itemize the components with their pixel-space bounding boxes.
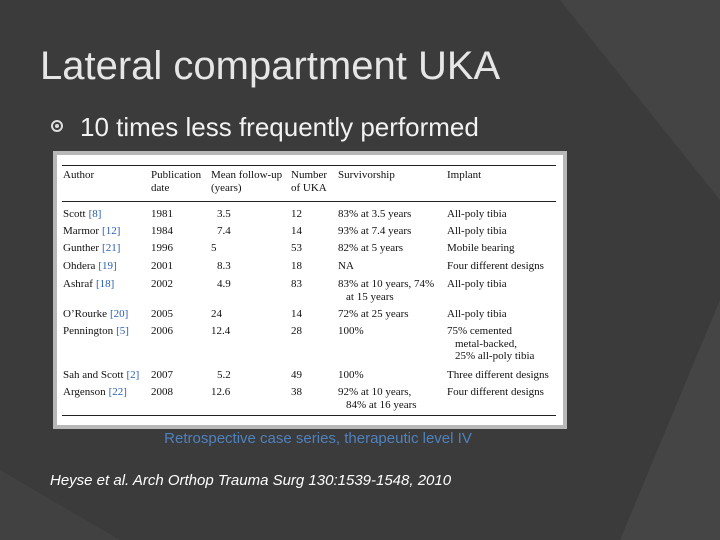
reference: [19]	[98, 260, 117, 272]
citation: Heyse et al. Arch Orthop Trauma Surg 130…	[50, 472, 452, 489]
number-cell: 12	[291, 208, 302, 220]
author-cell: Sah and Scott [2]	[63, 369, 139, 382]
date-cell: 2001	[151, 260, 173, 272]
bullet-icon	[51, 120, 63, 132]
number-cell: 83	[291, 278, 302, 290]
header-cell: Number	[291, 169, 328, 181]
author-name: Sah and Scott	[63, 369, 124, 381]
survivorship-cell: 82% at 5 years	[338, 242, 404, 254]
followup-cell: 12.4	[211, 325, 231, 337]
implant-cell: 75% cemented	[447, 325, 513, 337]
number-cell: 18	[291, 260, 302, 272]
implant-cell: All-poly tibia	[447, 308, 507, 320]
date-cell: 2002	[151, 278, 173, 290]
number-cell: 14	[291, 308, 302, 320]
reference: [18]	[95, 278, 115, 290]
survivorship-cell: NA	[338, 260, 354, 272]
implant-cell: metal-backed,	[455, 337, 517, 350]
number-cell: 53	[291, 242, 302, 254]
followup-cell: 24	[211, 308, 222, 320]
date-cell: 1981	[151, 208, 173, 220]
author-name: Scott	[63, 208, 86, 220]
reference: [21]	[102, 242, 121, 254]
number-cell: 14	[291, 225, 302, 237]
bullet-text: 10 times less frequently performed	[80, 112, 479, 142]
author-cell: Ohdera [19]	[63, 260, 117, 273]
date-cell: 2008	[151, 386, 173, 398]
date-cell: 2005	[151, 308, 173, 320]
header-cell: Author	[63, 169, 95, 181]
date-cell: 2007	[151, 369, 173, 381]
author-name: Ashraf	[63, 278, 93, 290]
followup-cell: 5.2	[217, 369, 231, 381]
survivorship-cell: 100%	[338, 369, 364, 381]
implant-cell: 25% all-poly tibia	[455, 350, 535, 362]
author-name: Marmor	[63, 225, 100, 237]
author-name: Gunther	[63, 242, 100, 254]
header-cell: date	[151, 181, 170, 194]
number-cell: 49	[291, 369, 302, 381]
implant-cell: Four different designs	[447, 260, 544, 272]
reference: [20]	[110, 308, 129, 320]
implant-cell: Mobile bearing	[447, 242, 515, 254]
survivorship-cell: at 15 years	[346, 290, 394, 303]
author-cell: Gunther [21]	[63, 242, 120, 255]
author-cell: Pennington [5]	[63, 325, 129, 338]
author-cell: Ashraf [18]	[63, 278, 114, 291]
reference: [12]	[102, 225, 121, 237]
survivorship-cell: 83% at 3.5 years	[338, 208, 412, 220]
reference: [8]	[88, 208, 102, 220]
followup-cell: 4.9	[217, 278, 231, 290]
author-cell: Argenson [22]	[63, 386, 127, 399]
date-cell: 1984	[151, 225, 173, 237]
number-cell: 28	[291, 325, 302, 337]
table-rule	[62, 165, 556, 166]
followup-cell: 3.5	[217, 208, 231, 220]
header-cell: (years)	[211, 181, 242, 194]
header-cell: Mean follow-up	[211, 169, 283, 181]
implant-cell: Four different designs	[447, 386, 544, 398]
author-name: O’Rourke	[63, 308, 107, 320]
author-name: Ohdera	[63, 260, 96, 272]
author-cell: Scott [8]	[63, 208, 101, 221]
survivorship-cell: 72% at 25 years	[338, 308, 409, 320]
implant-cell: All-poly tibia	[447, 225, 507, 237]
header-cell: Survivorship	[338, 169, 395, 181]
header-cell: Implant	[447, 169, 482, 181]
survivorship-cell: 84% at 16 years	[346, 398, 417, 411]
followup-cell: 12.6	[211, 386, 231, 398]
survivorship-cell: 100%	[338, 325, 364, 337]
reference: [2]	[126, 369, 140, 381]
table-rule	[62, 415, 556, 416]
header-cell: Publication	[151, 169, 202, 181]
survivorship-cell: 92% at 10 years,	[338, 386, 412, 398]
implant-cell: All-poly tibia	[447, 208, 507, 220]
date-cell: 2006	[151, 325, 173, 337]
caption: Retrospective case series, therapeutic l…	[164, 430, 472, 447]
followup-cell: 7.4	[217, 225, 231, 237]
table-rule	[62, 201, 556, 202]
header-cell: of UKA	[291, 181, 327, 194]
reference: [22]	[108, 386, 127, 398]
followup-cell: 5	[211, 242, 217, 254]
author-cell: O’Rourke [20]	[63, 308, 128, 321]
survivorship-cell: 83% at 10 years, 74%	[338, 278, 435, 290]
followup-cell: 8.3	[217, 260, 231, 272]
survivorship-cell: 93% at 7.4 years	[338, 225, 412, 237]
author-cell: Marmor [12]	[63, 225, 120, 238]
author-name: Pennington	[63, 325, 114, 337]
slide-title: Lateral compartment UKA	[40, 44, 501, 88]
number-cell: 38	[291, 386, 302, 398]
author-name: Argenson	[63, 386, 106, 398]
date-cell: 1996	[151, 242, 173, 254]
table-image: Author Publication date Mean follow-up (year…	[53, 151, 567, 429]
implant-cell: Three different designs	[447, 369, 549, 381]
reference: [5]	[116, 325, 129, 337]
implant-cell: All-poly tibia	[447, 278, 507, 290]
